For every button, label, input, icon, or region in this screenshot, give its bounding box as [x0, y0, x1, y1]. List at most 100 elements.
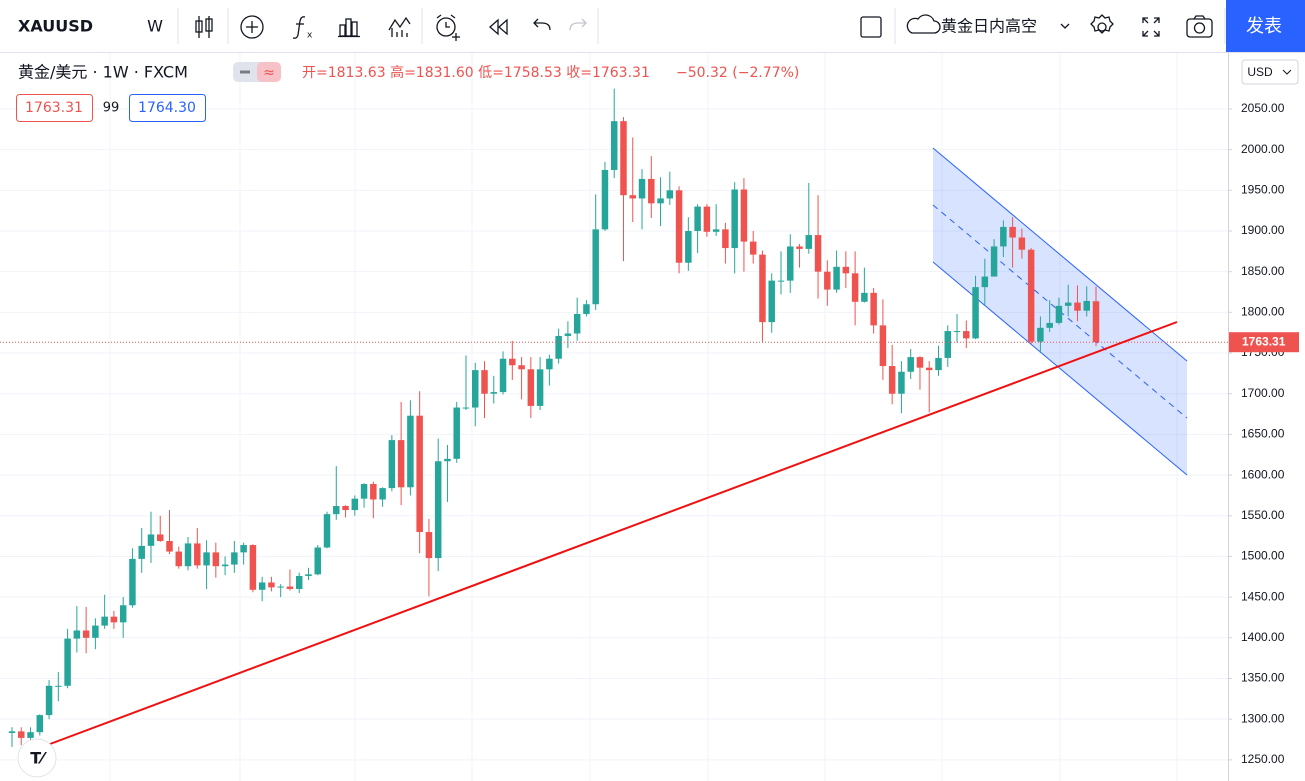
candle-body: [351, 498, 359, 511]
candle-body: [1037, 327, 1044, 342]
legend-change: −50.32 (−2.77%): [676, 65, 799, 81]
candle-body: [333, 505, 340, 515]
candle-body: [814, 235, 822, 272]
candle-body: [648, 178, 655, 204]
candle-body: [1064, 302, 1072, 306]
candle-body: [666, 190, 674, 199]
currency: USD: [1247, 65, 1273, 79]
candle-body: [1027, 249, 1035, 342]
candle-body: [314, 547, 321, 575]
candle-body: [518, 365, 525, 370]
currency-button[interactable]: [1241, 59, 1299, 85]
candle-body: [953, 331, 961, 333]
candle-body: [499, 358, 507, 393]
price-label-box: [1229, 332, 1299, 353]
candle-body: [805, 235, 813, 249]
candle-body: [583, 304, 590, 314]
candle-body: [972, 287, 979, 339]
candle-body: [45, 685, 53, 716]
script-name[interactable]: 黄金日内高空: [941, 17, 1037, 36]
logo[interactable]: [17, 738, 57, 778]
candle-body: [536, 369, 544, 406]
candle-body: [592, 229, 599, 305]
candle-body: [82, 630, 90, 638]
candle-body: [657, 198, 664, 204]
candle-body: [286, 586, 294, 589]
candle-body: [879, 325, 887, 367]
candle-body: [240, 545, 247, 553]
candle-body: [36, 715, 44, 733]
spread: 99: [103, 101, 120, 116]
y-tick-label: 1950.00: [1241, 182, 1285, 196]
legend-toggle-active[interactable]: [257, 62, 281, 82]
candle-body: [203, 552, 210, 566]
candle-body: [610, 121, 618, 170]
candle-body: [740, 189, 748, 242]
candle-body: [555, 335, 562, 359]
candle-body: [712, 229, 720, 232]
bid-box[interactable]: [16, 94, 93, 122]
candle-body: [703, 206, 711, 232]
candle-body: [453, 407, 460, 459]
candle-body: [295, 575, 303, 589]
candle-body: [119, 605, 127, 623]
price-label: 1763.31: [1242, 334, 1286, 348]
candle-body: [675, 190, 683, 263]
candle-body: [990, 246, 998, 277]
candle-body: [777, 280, 785, 282]
candle-body: [842, 266, 850, 274]
interval[interactable]: W: [147, 17, 163, 36]
candle-body: [768, 280, 775, 323]
candle-body: [323, 514, 331, 548]
ask-box[interactable]: [129, 94, 206, 122]
y-tick-label: 1800.00: [1241, 305, 1285, 319]
candle-body: [64, 638, 71, 686]
candle-body: [425, 532, 433, 559]
candle-body: [1018, 237, 1026, 250]
candle-body: [888, 366, 896, 394]
candle-body: [277, 586, 284, 588]
candle-body: [870, 292, 877, 326]
toolbar-icons[interactable]: x: [195, 14, 1213, 41]
candle-body: [787, 246, 794, 281]
candle-body: [8, 731, 16, 733]
candle-body: [184, 543, 192, 567]
candle-body: [268, 582, 275, 588]
candle-body: [629, 195, 636, 199]
candle-body: [397, 440, 405, 488]
candle-body: [110, 616, 118, 623]
symbol[interactable]: XAUUSD: [18, 17, 93, 36]
legend-ohlc: 开=1813.63 高=1831.60 低=1758.53 收=1763.31: [302, 64, 650, 81]
publish-label: 发表: [1246, 16, 1282, 37]
candle-body: [907, 357, 914, 372]
candle-body: [370, 484, 377, 500]
candle-body: [685, 230, 692, 263]
candle-body: [981, 276, 989, 288]
candle-body: [796, 246, 803, 249]
candle-body: [694, 206, 701, 231]
candle-body: [1074, 302, 1081, 311]
candle-body: [388, 440, 396, 489]
publish-button[interactable]: [1226, 0, 1305, 52]
candle-body: [221, 564, 229, 567]
y-tick-label: 1500.00: [1241, 549, 1285, 563]
y-tick-label: 1250.00: [1241, 752, 1285, 766]
candle-body: [509, 358, 516, 366]
candle-body: [416, 415, 423, 533]
candle-body: [444, 458, 451, 462]
separators: [177, 8, 1226, 44]
candle-body: [360, 484, 368, 499]
candle-body: [481, 370, 488, 394]
candle-body: [749, 241, 757, 255]
candle-body: [898, 371, 905, 394]
candle-body: [1092, 301, 1100, 343]
candle-body: [472, 370, 479, 408]
logo-mark: T⁄: [30, 749, 47, 768]
toggle-icon: ≈: [263, 65, 275, 81]
candle-body: [564, 333, 572, 336]
y-tick-label: 1700.00: [1241, 386, 1285, 400]
y-tick-label: 1550.00: [1241, 508, 1285, 522]
candle-body: [944, 331, 952, 358]
candle-body: [601, 169, 609, 230]
candle-body: [963, 331, 970, 339]
